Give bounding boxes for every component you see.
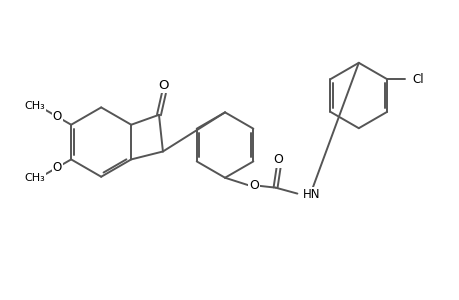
Text: O: O (273, 153, 283, 167)
Text: HN: HN (302, 188, 320, 201)
Text: CH₃: CH₃ (24, 101, 45, 111)
Text: CH₃: CH₃ (24, 173, 45, 183)
Text: O: O (158, 79, 169, 92)
Text: O: O (248, 179, 258, 192)
Text: Cl: Cl (412, 73, 424, 86)
Text: O: O (53, 110, 62, 123)
Text: O: O (53, 161, 62, 174)
